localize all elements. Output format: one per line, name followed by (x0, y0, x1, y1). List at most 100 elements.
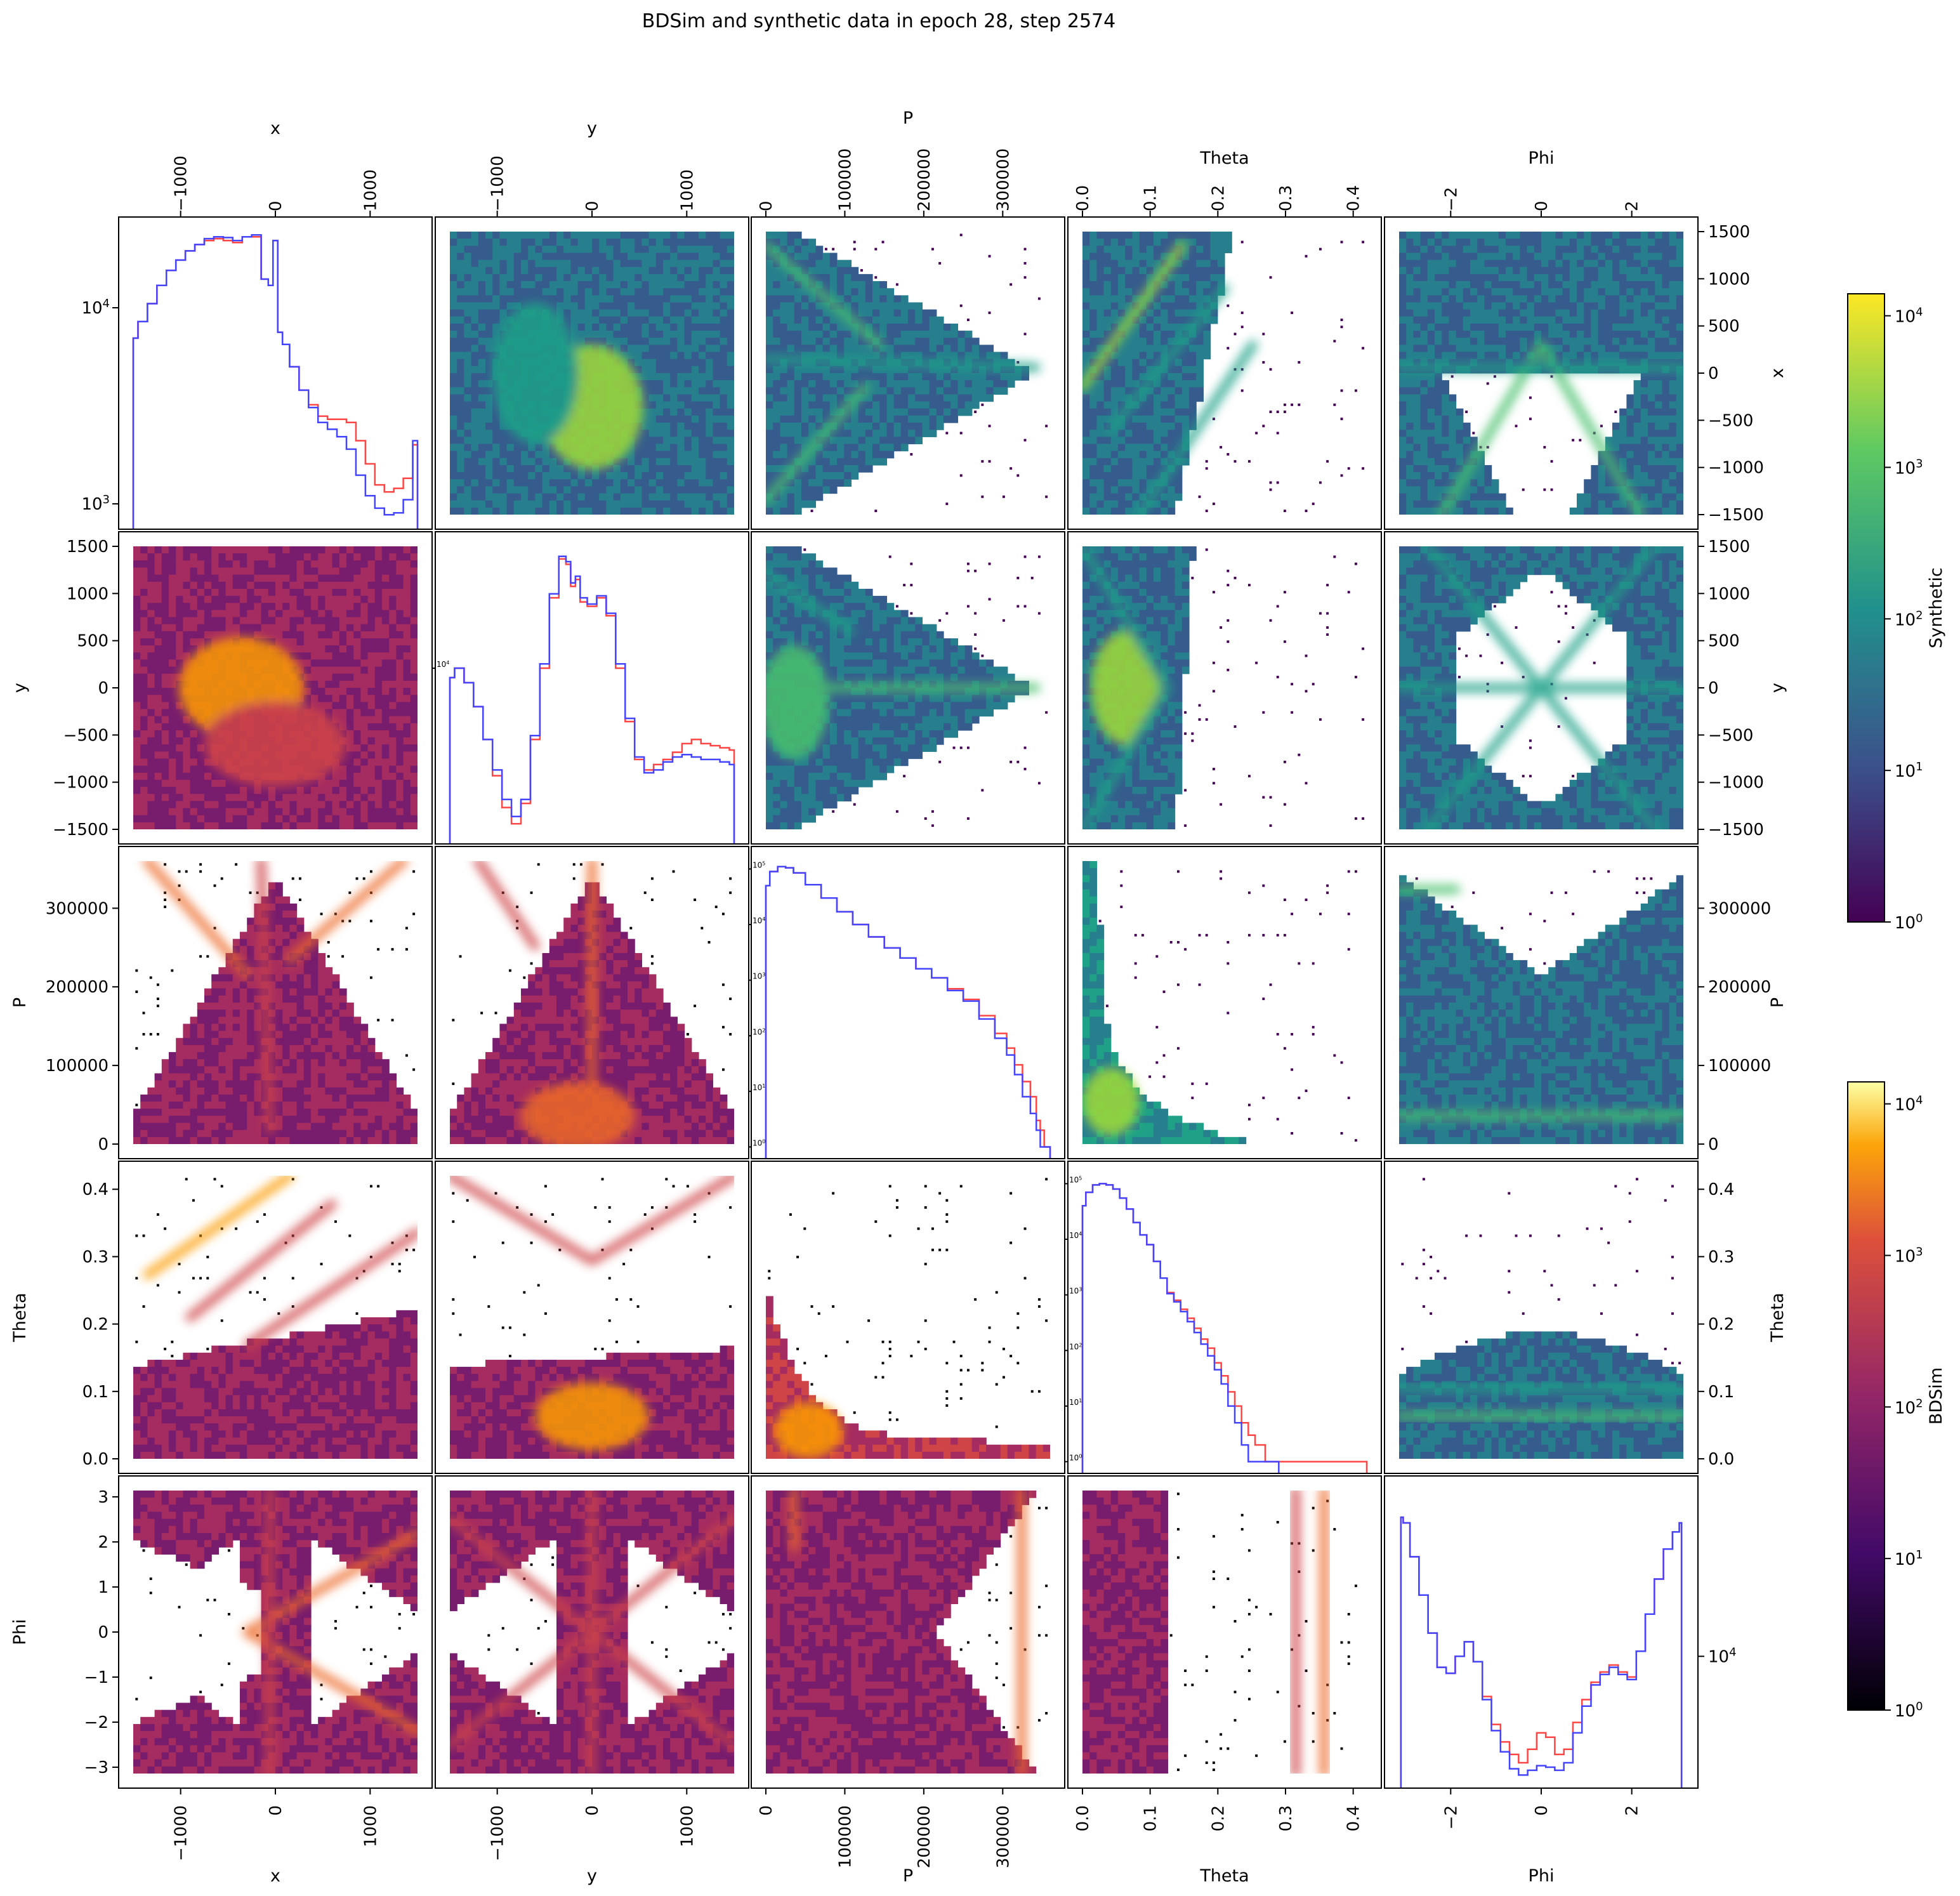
heatmap-body (1082, 232, 1365, 515)
heatmap-features (1399, 1383, 1683, 1421)
left-ytick-label: 100000 (46, 1057, 109, 1076)
bottom-xaxis-label-Theta: Theta (1199, 1866, 1249, 1886)
colorbar-tick-label: 102 (1895, 1397, 1923, 1418)
right-ytick-label: −1500 (1708, 820, 1764, 839)
panel-Theta-vs-y (1067, 531, 1382, 845)
heatmap-features (492, 302, 643, 470)
panel-P-vs-Theta (751, 1161, 1065, 1474)
right-ytick-label: −500 (1708, 726, 1753, 745)
diag-ytick-label: 102 (753, 1027, 765, 1037)
histogram-line-synthetic-y (449, 555, 735, 844)
panel-frame (1067, 531, 1382, 845)
top-xtick-label: 0.0 (1074, 185, 1093, 211)
top-xtick-label: 1000 (678, 169, 697, 211)
panel-frame (118, 216, 433, 530)
panel-x-vs-y (118, 531, 433, 845)
colorbar-BDSim: 100 101 102 103 104 BDSim (1847, 1081, 1946, 1721)
bottom-xaxis-label-y: y (587, 1866, 597, 1886)
heatmap-body (1082, 546, 1365, 829)
diag-ytick-label: 105 (1069, 1175, 1082, 1185)
heatmap-body (1399, 870, 1683, 1144)
panel-Phi-vs-y (1384, 531, 1699, 845)
top-xaxis-label-x: x (270, 119, 280, 138)
diag-ytick-label: 104 (437, 660, 449, 669)
top-xtick-label: 0 (1532, 201, 1551, 211)
top-xtick-label: 0 (266, 201, 286, 211)
bottom-xtick-label: 0 (1532, 1805, 1551, 1816)
panel-frame (751, 531, 1065, 845)
heatmap-features (450, 1491, 734, 1774)
diag-ytick-label: 105 (753, 860, 765, 870)
panel-Theta-vs-x (1067, 216, 1382, 530)
left-ytick-label: 0.2 (82, 1315, 109, 1334)
colorbar-tick-label: 100 (1895, 912, 1923, 933)
heatmap-body (133, 861, 418, 1144)
right-ytick-label: 1500 (1708, 537, 1750, 556)
panel-Phi-vs-Phi: 104 (1384, 1475, 1737, 1789)
heatmap-features (143, 1176, 418, 1350)
bottom-xtick-label: 0.4 (1345, 1805, 1364, 1831)
colorbar-tick-label: 104 (1895, 305, 1923, 327)
left-ytick-label: 2 (98, 1533, 109, 1552)
bottom-xaxis-label-P: P (903, 1866, 913, 1886)
bottom-xtick-label: 0 (583, 1805, 602, 1816)
heatmap-body (450, 232, 734, 515)
top-xtick-label: −1000 (489, 155, 508, 211)
left-ytick-label: −2 (84, 1713, 109, 1732)
panel-frame (1067, 1161, 1382, 1474)
panel-x-vs-x: 103 104 (81, 216, 433, 530)
colorbar-tick-label: 101 (1895, 760, 1923, 782)
histogram-line-synthetic-x (132, 234, 419, 529)
right-ytick-label: 0 (1708, 1135, 1719, 1154)
top-xtick-label: 0.4 (1345, 185, 1364, 211)
bottom-xtick-label: 0.0 (1074, 1805, 1093, 1831)
bottom-xtick-label: 0.2 (1209, 1805, 1228, 1831)
heatmap-cells (133, 546, 418, 829)
bottom-xtick-label: 0 (266, 1805, 286, 1816)
right-ytick-label: 0 (1708, 679, 1719, 698)
panel-Phi-vs-P (1384, 846, 1699, 1159)
panel-y-vs-x (435, 216, 749, 530)
heatmap-features (766, 241, 1041, 505)
bottom-xtick-label: 1000 (678, 1805, 697, 1847)
left-yaxis-label-Theta: Theta (10, 1293, 30, 1342)
left-yaxis-label-y: y (10, 683, 30, 693)
right-ytick-label: 500 (1708, 632, 1740, 651)
panel-y-vs-Theta (435, 1161, 749, 1474)
bottom-xtick-label: 0.1 (1141, 1805, 1161, 1831)
diag-ytick-label: 101 (1069, 1397, 1082, 1407)
top-xtick-label: 100000 (836, 148, 855, 211)
heatmap-body (1399, 546, 1683, 829)
diag-ytick-label: 104 (1069, 1231, 1082, 1241)
bottom-xtick-label: −2 (1442, 1805, 1461, 1829)
panel-Phi-vs-Theta (1384, 1161, 1699, 1474)
heatmap-cells (133, 1178, 418, 1459)
heatmap-cells (133, 863, 418, 1144)
panel-x-vs-Phi (118, 1475, 433, 1789)
left-ytick-label: 200000 (46, 978, 109, 997)
histogram-line-synthetic-Theta (1081, 1183, 1280, 1473)
top-xtick-label: −1000 (172, 155, 191, 211)
heatmap-features (450, 1176, 734, 1451)
panel-frame (1384, 1475, 1699, 1789)
panel-Theta-vs-Phi (1067, 1475, 1382, 1789)
top-xtick-label: 1000 (361, 169, 380, 211)
right-ytick-label: 0 (1708, 364, 1719, 383)
diag-ytick-label: 100 (1069, 1453, 1082, 1463)
heatmap-body (1082, 1491, 1357, 1774)
right-ytick-label: 1500 (1708, 223, 1750, 242)
top-xtick-label: 0.2 (1209, 185, 1228, 211)
top-xtick-label: −2 (1442, 187, 1461, 211)
right-ytick-label: −1500 (1708, 506, 1764, 525)
left-ytick-label: 0 (98, 679, 109, 698)
diag-ytick-label: 104 (753, 916, 765, 926)
top-xaxis-label-Phi: Phi (1529, 148, 1555, 168)
bottom-xtick-label: −1000 (489, 1805, 508, 1861)
heatmap-cells (1399, 232, 1683, 515)
left-ytick-label: 300000 (46, 899, 109, 918)
panel-Theta-vs-P (1067, 846, 1382, 1159)
left-ytick-label: 0 (98, 1623, 109, 1642)
heatmap-features (774, 1402, 843, 1459)
left-yaxis-label-Phi: Phi (10, 1619, 30, 1645)
